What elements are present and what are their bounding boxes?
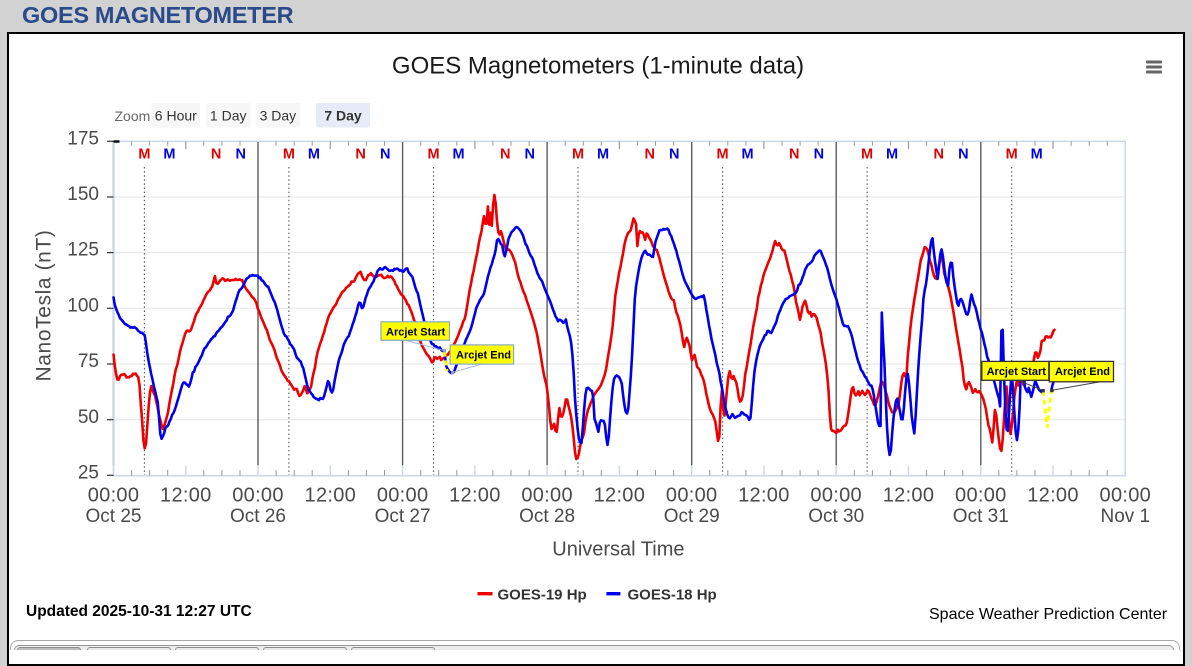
svg-text:M: M — [886, 147, 898, 163]
svg-text:N: N — [789, 147, 799, 163]
svg-text:1 Day: 1 Day — [210, 108, 247, 124]
svg-text:N: N — [211, 147, 221, 163]
svg-text:125: 125 — [67, 240, 99, 261]
svg-text:M: M — [1006, 147, 1018, 163]
svg-text:M: M — [742, 147, 754, 163]
svg-text:12:00: 12:00 — [883, 485, 935, 507]
svg-text:00:00: 00:00 — [810, 485, 862, 507]
svg-text:7 Day: 7 Day — [324, 108, 362, 124]
svg-text:Arcjet Start: Arcjet Start — [386, 326, 446, 338]
svg-text:50: 50 — [78, 407, 99, 428]
svg-text:N: N — [934, 147, 944, 163]
svg-text:12:00: 12:00 — [449, 485, 501, 507]
svg-text:12:00: 12:00 — [738, 485, 790, 507]
svg-text:Oct 26: Oct 26 — [230, 506, 286, 527]
svg-text:00:00: 00:00 — [232, 485, 284, 507]
svg-text:150: 150 — [67, 184, 99, 205]
svg-text:M: M — [308, 147, 320, 163]
svg-text:Nov 1: Nov 1 — [1100, 506, 1150, 527]
svg-text:Space Weather Prediction Cente: Space Weather Prediction Center — [929, 606, 1168, 623]
svg-text:00:00: 00:00 — [521, 485, 573, 507]
svg-text:Oct 25: Oct 25 — [86, 506, 142, 527]
svg-text:M: M — [597, 147, 609, 163]
svg-text:M: M — [717, 147, 729, 163]
svg-text:N: N — [235, 147, 245, 163]
svg-text:175: 175 — [67, 128, 99, 149]
svg-text:25: 25 — [78, 462, 99, 483]
svg-text:N: N — [644, 147, 654, 163]
svg-text:Oct 30: Oct 30 — [808, 506, 864, 527]
svg-text:Updated 2025-10-31 12:27 UTC: Updated 2025-10-31 12:27 UTC — [26, 603, 252, 620]
svg-text:00:00: 00:00 — [955, 485, 1007, 507]
svg-text:M: M — [163, 147, 175, 163]
svg-text:3 Day: 3 Day — [260, 108, 297, 124]
svg-text:00:00: 00:00 — [1100, 485, 1152, 507]
svg-text:Arcjet End: Arcjet End — [456, 350, 511, 362]
svg-text:Universal Time: Universal Time — [552, 539, 684, 561]
svg-text:NanoTesla (nT): NanoTesla (nT) — [33, 230, 56, 382]
svg-text:GOES Magnetometers (1-minute d: GOES Magnetometers (1-minute data) — [392, 53, 804, 80]
svg-text:Oct 31: Oct 31 — [953, 506, 1009, 527]
svg-text:Zoom: Zoom — [115, 108, 151, 124]
svg-text:12:00: 12:00 — [160, 485, 212, 507]
svg-text:N: N — [525, 147, 535, 163]
svg-text:M: M — [1031, 147, 1043, 163]
svg-text:N: N — [355, 147, 365, 163]
svg-text:GOES-18 Hp: GOES-18 Hp — [628, 587, 717, 604]
svg-text:Oct 28: Oct 28 — [519, 506, 575, 527]
svg-text:Oct 29: Oct 29 — [664, 506, 720, 527]
svg-text:M: M — [572, 147, 584, 163]
svg-text:12:00: 12:00 — [594, 485, 646, 507]
svg-text:N: N — [814, 147, 824, 163]
svg-text:M: M — [283, 147, 295, 163]
svg-text:GOES-19 Hp: GOES-19 Hp — [498, 587, 587, 604]
svg-text:Arcjet Start: Arcjet Start — [987, 366, 1047, 378]
svg-text:6 Hour: 6 Hour — [155, 108, 197, 124]
svg-text:M: M — [452, 147, 464, 163]
svg-text:M: M — [861, 147, 873, 163]
svg-text:00:00: 00:00 — [88, 485, 140, 507]
svg-text:N: N — [380, 147, 390, 163]
svg-text:00:00: 00:00 — [377, 485, 429, 507]
svg-text:12:00: 12:00 — [305, 485, 357, 507]
svg-text:M: M — [138, 147, 150, 163]
svg-text:M: M — [427, 147, 439, 163]
svg-text:N: N — [500, 147, 510, 163]
svg-text:00:00: 00:00 — [666, 485, 718, 507]
svg-text:100: 100 — [67, 295, 99, 316]
svg-text:N: N — [669, 147, 679, 163]
svg-text:Oct 27: Oct 27 — [375, 506, 431, 527]
svg-text:N: N — [958, 147, 968, 163]
svg-text:Arcjet End: Arcjet End — [1055, 366, 1110, 378]
svg-text:12:00: 12:00 — [1027, 485, 1079, 507]
svg-text:75: 75 — [78, 351, 99, 372]
